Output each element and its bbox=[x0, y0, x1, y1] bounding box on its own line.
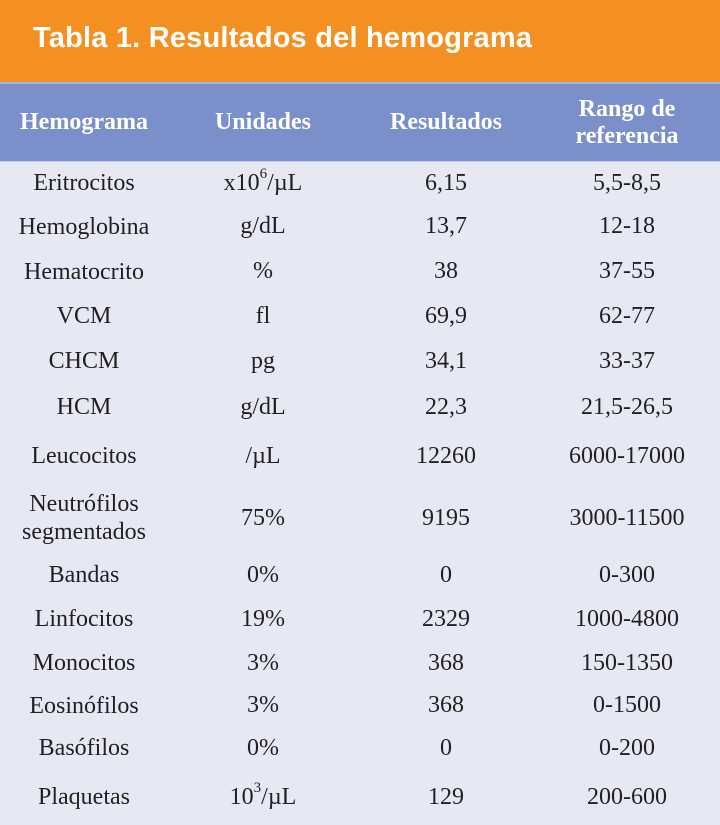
table-row: CHCM pg 34,1 33-37 bbox=[0, 338, 720, 384]
table-title: Tabla 1. Resultados del hemograma bbox=[33, 21, 533, 54]
cell-resultados: 13,7 bbox=[425, 213, 467, 239]
cell-rango: 12-18 bbox=[599, 213, 655, 239]
cell-hemograma: Monocitos bbox=[32, 650, 136, 676]
cell-rango: 200-600 bbox=[587, 783, 667, 810]
table-row: Hemoglobina g/dL 13,7 12-18 bbox=[0, 204, 720, 249]
table-row: VCM fl 69,9 62-77 bbox=[0, 294, 720, 338]
table-row: Linfocitos 19% 2329 1000-4800 bbox=[0, 596, 720, 642]
cell-unidades: fl bbox=[255, 302, 271, 329]
cell-resultados: 34,1 bbox=[425, 347, 467, 374]
cell-unidades: 19% bbox=[241, 605, 285, 632]
table-header: Hemograma Unidades Resultados Rango de r… bbox=[0, 82, 720, 162]
table-row: Eosinófilos 3% 368 0-1500 bbox=[0, 684, 720, 727]
cell-hemograma: CHCM bbox=[48, 348, 120, 374]
table-row: Eritrocitos x106/µL 6,15 5,5-8,5 bbox=[0, 162, 720, 204]
cell-rango: 62-77 bbox=[599, 302, 655, 329]
cell-resultados: 38 bbox=[434, 258, 458, 284]
cell-unidades: % bbox=[253, 258, 273, 284]
cell-hemograma: Basófilos bbox=[38, 735, 130, 761]
cell-rango: 21,5-26,5 bbox=[581, 393, 673, 420]
cell-unidades: 75% bbox=[241, 504, 285, 531]
cell-unidades: /µL bbox=[245, 442, 281, 469]
header-rango: Rango de referencia bbox=[575, 95, 679, 149]
cell-unidades: 0% bbox=[247, 561, 279, 588]
cell-resultados: 368 bbox=[428, 649, 464, 676]
cell-hemograma: VCM bbox=[56, 303, 112, 329]
table-row: Neutrófilos segmentados 75% 9195 3000-11500 bbox=[0, 482, 720, 554]
cell-unidades: 3% bbox=[247, 692, 279, 718]
cell-resultados: 129 bbox=[428, 783, 464, 810]
cell-rango: 5,5-8,5 bbox=[593, 169, 661, 196]
cell-resultados: 12260 bbox=[416, 442, 476, 469]
cell-resultados: 69,9 bbox=[425, 302, 467, 329]
cell-resultados: 9195 bbox=[422, 504, 470, 531]
table-row: Basófilos 0% 0 0-200 bbox=[0, 727, 720, 769]
cell-rango: 6000-17000 bbox=[569, 442, 685, 469]
cell-rango: 0-200 bbox=[599, 734, 655, 761]
cell-resultados: 6,15 bbox=[425, 169, 467, 196]
cell-resultados: 368 bbox=[428, 692, 464, 718]
cell-resultados: 0 bbox=[440, 734, 452, 761]
table-row: Plaquetas 103/µL 129 200-600 bbox=[0, 769, 720, 825]
cell-rango: 37-55 bbox=[599, 258, 655, 284]
table-body: Eritrocitos x106/µL 6,15 5,5-8,5 Hemoglobina… bbox=[0, 162, 720, 825]
cell-hemograma: HCM bbox=[56, 394, 112, 420]
cell-hemograma: Linfocitos bbox=[34, 606, 134, 632]
table-row: Hematocrito% 38 37-55 bbox=[0, 249, 720, 294]
cell-unidades: 0% bbox=[247, 734, 279, 761]
cell-unidades: pg bbox=[251, 347, 275, 374]
cell-unidades: g/dL bbox=[240, 213, 286, 239]
cell-rango: 3000-11500 bbox=[569, 504, 685, 531]
table-row: HCM g/dL 22,3 21,5-26,5 bbox=[0, 384, 720, 430]
title-bar: Tabla 1. Resultados del hemograma bbox=[0, 0, 720, 82]
cell-unidades: x106/µL bbox=[223, 165, 303, 196]
cell-rango: 0-1500 bbox=[593, 692, 661, 718]
cell-hemograma: Bandas bbox=[48, 562, 120, 588]
cell-rango: 0-300 bbox=[599, 561, 655, 588]
table-row: Bandas 0% 0 0-300 bbox=[0, 554, 720, 596]
header-unidades: Unidades bbox=[214, 109, 312, 135]
cell-rango: 1000-4800 bbox=[575, 605, 679, 632]
cell-hemograma: Hemoglobina bbox=[18, 213, 150, 240]
header-hemograma: Hemograma bbox=[20, 109, 148, 135]
cell-unidades: 3% bbox=[247, 649, 279, 676]
cell-resultados: 0 bbox=[440, 561, 452, 588]
table-row: Leucocitos/µL 12260 6000-17000 bbox=[0, 430, 720, 482]
cell-hemograma: Hematocrito bbox=[24, 258, 144, 285]
cell-hemograma: Eosinófilos bbox=[29, 692, 139, 719]
header-resultados: Resultados bbox=[389, 109, 503, 135]
cell-rango: 150-1350 bbox=[581, 649, 673, 676]
cell-resultados: 2329 bbox=[422, 605, 470, 632]
cell-unidades: g/dL bbox=[240, 393, 286, 420]
cell-hemograma: Plaquetas bbox=[38, 784, 130, 810]
cell-hemograma: Neutrófilos segmentados bbox=[22, 491, 146, 545]
table-row: Monocitos 3% 368 150-1350 bbox=[0, 642, 720, 684]
cell-unidades: 103/µL bbox=[229, 779, 297, 810]
cell-resultados: 22,3 bbox=[425, 393, 467, 420]
cell-hemograma: Leucocitos bbox=[31, 443, 137, 469]
cell-rango: 33-37 bbox=[599, 347, 655, 374]
cell-hemograma: Eritrocitos bbox=[33, 170, 135, 196]
